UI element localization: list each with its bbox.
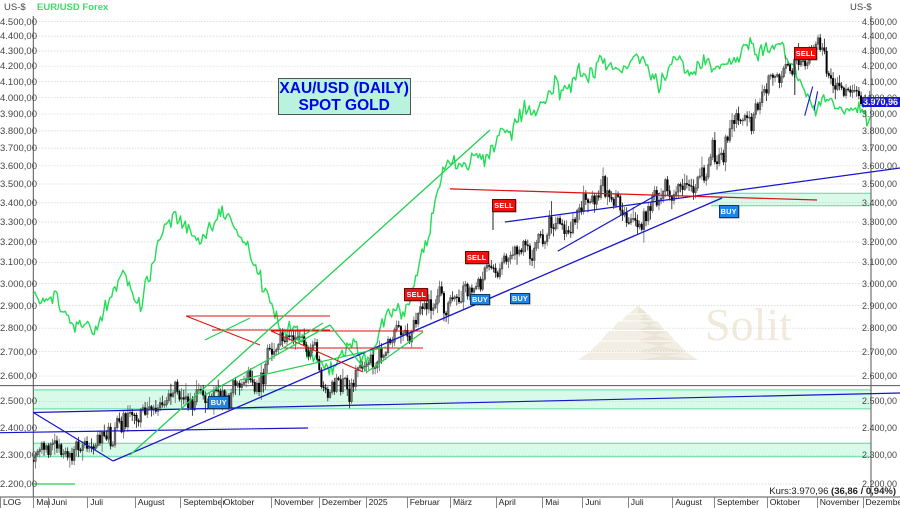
svg-text:Solit: Solit bbox=[705, 299, 792, 350]
